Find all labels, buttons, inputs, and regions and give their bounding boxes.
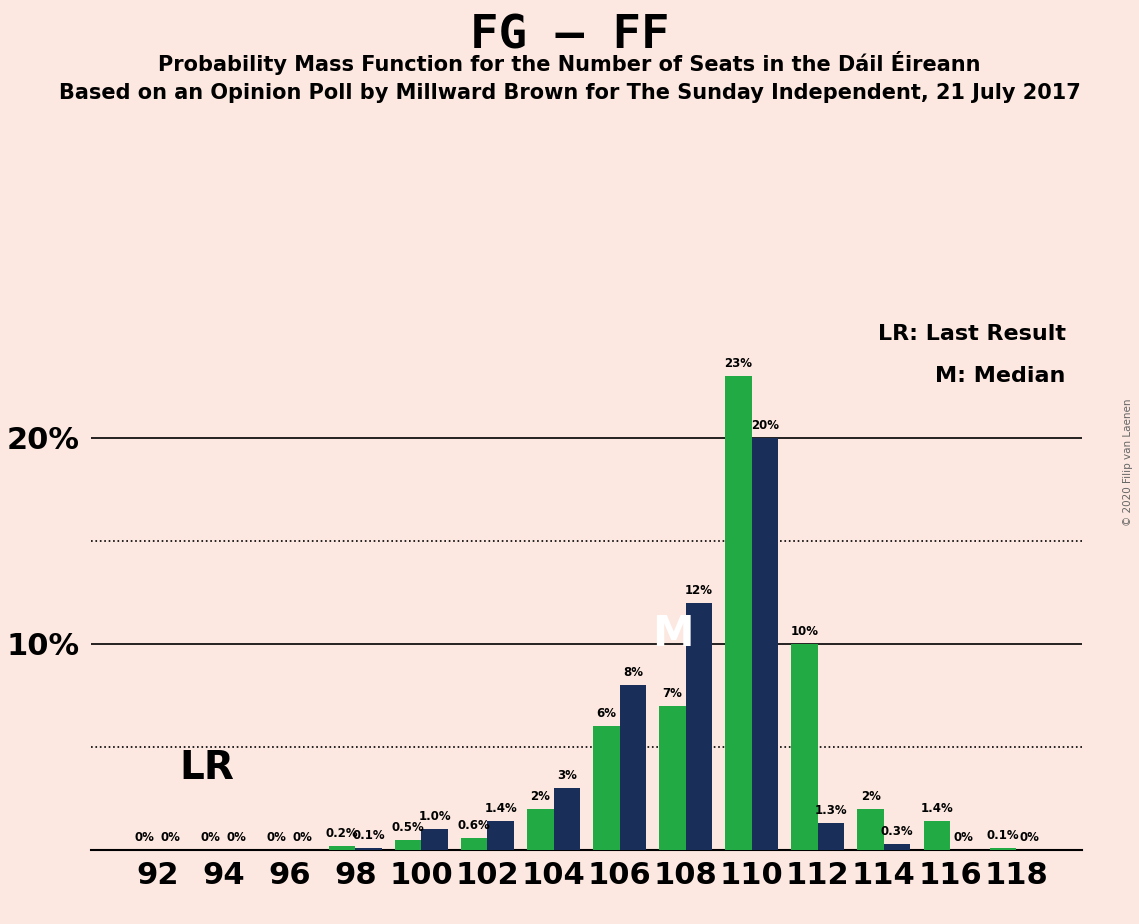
Text: 0%: 0%	[1019, 831, 1039, 844]
Bar	[461, 838, 487, 850]
Text: 0.3%: 0.3%	[880, 825, 913, 838]
Text: 2%: 2%	[861, 790, 880, 803]
Text: 0%: 0%	[134, 831, 154, 844]
Text: 1.0%: 1.0%	[418, 810, 451, 823]
Text: 0%: 0%	[227, 831, 246, 844]
Text: 0%: 0%	[293, 831, 312, 844]
Bar	[593, 726, 620, 850]
Text: 1.4%: 1.4%	[920, 802, 953, 815]
Text: 3%: 3%	[557, 769, 576, 782]
Text: 1.4%: 1.4%	[484, 802, 517, 815]
Bar	[527, 808, 554, 850]
Text: 20%: 20%	[751, 419, 779, 432]
Text: M: M	[652, 613, 694, 654]
Text: 0%: 0%	[267, 831, 286, 844]
Bar	[395, 840, 421, 850]
Text: 12%: 12%	[685, 584, 713, 597]
Text: 0.5%: 0.5%	[392, 821, 425, 833]
Bar	[752, 438, 778, 850]
Bar	[792, 644, 818, 850]
Text: LR: LR	[179, 748, 235, 786]
Text: 0.6%: 0.6%	[458, 819, 491, 832]
Text: 0%: 0%	[200, 831, 220, 844]
Bar	[421, 830, 448, 850]
Text: 10%: 10%	[790, 625, 819, 638]
Text: 0.2%: 0.2%	[326, 827, 359, 840]
Bar	[487, 821, 514, 850]
Text: 0%: 0%	[953, 831, 973, 844]
Text: Based on an Opinion Poll by Millward Brown for The Sunday Independent, 21 July 2: Based on an Opinion Poll by Millward Bro…	[58, 83, 1081, 103]
Text: 23%: 23%	[724, 357, 753, 370]
Bar	[924, 821, 950, 850]
Text: 0.1%: 0.1%	[352, 829, 385, 842]
Bar	[884, 844, 910, 850]
Text: FG – FF: FG – FF	[469, 14, 670, 59]
Bar	[554, 788, 580, 850]
Text: LR: Last Result: LR: Last Result	[877, 324, 1065, 345]
Text: 8%: 8%	[623, 666, 642, 679]
Text: 1.3%: 1.3%	[814, 804, 847, 817]
Text: M: Median: M: Median	[935, 366, 1065, 385]
Text: Probability Mass Function for the Number of Seats in the Dáil Éireann: Probability Mass Function for the Number…	[158, 51, 981, 75]
Bar	[620, 686, 646, 850]
Bar	[355, 848, 382, 850]
Bar	[858, 808, 884, 850]
Bar	[990, 848, 1016, 850]
Bar	[329, 846, 355, 850]
Bar	[659, 706, 686, 850]
Bar	[686, 602, 712, 850]
Text: 2%: 2%	[531, 790, 550, 803]
Text: 6%: 6%	[597, 707, 616, 720]
Text: 0%: 0%	[161, 831, 180, 844]
Bar	[726, 376, 752, 850]
Text: 0.1%: 0.1%	[986, 829, 1019, 842]
Text: © 2020 Filip van Laenen: © 2020 Filip van Laenen	[1123, 398, 1133, 526]
Bar	[818, 823, 844, 850]
Text: 7%: 7%	[663, 687, 682, 699]
